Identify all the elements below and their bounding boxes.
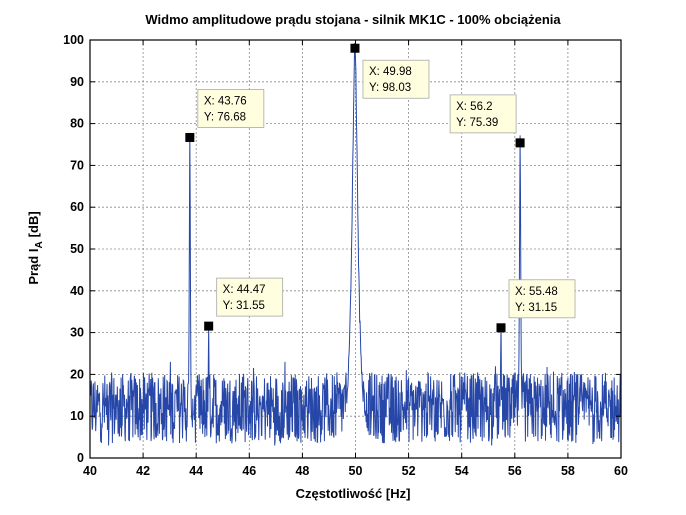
series-layer xyxy=(89,42,622,446)
datatip-marker[interactable] xyxy=(515,138,525,148)
datatip-y-label: Y: 31.15 xyxy=(515,302,557,314)
datatip-box xyxy=(362,59,430,99)
x-tick-label: 42 xyxy=(136,464,150,478)
datatip-y-label: Y: 75.39 xyxy=(456,117,498,129)
y-axis-label: Prąd IA [dB] xyxy=(26,211,45,284)
datatip[interactable]: X: 56.2 Y: 75.39 xyxy=(449,94,525,148)
axis-ticks: 40 42 44 46 48 50 52 54 56 58 60 0 10 20 30 40 50 60 70 80 9… xyxy=(63,33,628,478)
y-axis-label-subscript: A xyxy=(34,241,45,248)
x-tick-label: 58 xyxy=(561,464,575,478)
y-tick-label: 0 xyxy=(77,451,84,465)
datatip[interactable]: X: 49.98 Y: 98.03 xyxy=(350,43,430,99)
datatip-box xyxy=(449,94,517,134)
y-tick-label: 90 xyxy=(70,75,84,89)
datatip-box xyxy=(508,279,576,319)
y-tick-label: 60 xyxy=(70,200,84,214)
y-tick-label: 50 xyxy=(70,242,84,256)
y-tick-label: 40 xyxy=(70,284,84,298)
grid xyxy=(90,40,621,458)
datatip-x-label: X: 55.48 xyxy=(515,286,558,298)
datatip-box xyxy=(216,277,284,317)
datatip-marker[interactable] xyxy=(350,43,360,53)
x-tick-label: 44 xyxy=(189,464,203,478)
y-tick-label: 80 xyxy=(70,117,84,131)
y-tick-label: 70 xyxy=(70,158,84,172)
y-tick-label: 10 xyxy=(70,409,84,423)
y-tick-label: 30 xyxy=(70,326,84,340)
x-tick-label: 60 xyxy=(614,464,628,478)
x-tick-label: 54 xyxy=(455,464,469,478)
x-axis-label: Częstotliwość [Hz] xyxy=(296,486,411,501)
datatip-box xyxy=(197,89,265,128)
x-tick-label: 50 xyxy=(349,464,363,478)
spectrum-series-line xyxy=(89,42,622,446)
y-axis-label-main: Prąd I xyxy=(26,249,41,285)
x-tick-label: 46 xyxy=(242,464,256,478)
datatip-y-label: Y: 98.03 xyxy=(369,82,411,94)
datatips: X: 43.76 Y: 76.68 X: 44.47 Y: 31.55 X: 49.98… xyxy=(185,43,576,333)
x-tick-label: 40 xyxy=(83,464,97,478)
datatip-y-label: Y: 76.68 xyxy=(204,111,246,123)
y-axis-label-unit: [dB] xyxy=(26,211,41,237)
datatip-y-label: Y: 31.55 xyxy=(223,300,265,312)
datatip-marker[interactable] xyxy=(185,132,195,142)
y-tick-label: 20 xyxy=(70,367,84,381)
x-tick-label: 52 xyxy=(402,464,416,478)
chart-title: Widmo amplitudowe prądu stojana - silnik… xyxy=(145,12,561,27)
x-tick-label: 56 xyxy=(508,464,522,478)
datatip-x-label: X: 43.76 xyxy=(204,95,247,107)
datatip[interactable]: X: 43.76 Y: 76.68 xyxy=(185,89,265,142)
y-tick-label: 100 xyxy=(63,33,84,47)
datatip[interactable]: X: 55.48 Y: 31.15 xyxy=(496,279,576,333)
datatip-x-label: X: 44.47 xyxy=(223,284,266,296)
x-tick-label: 48 xyxy=(295,464,309,478)
datatip-marker[interactable] xyxy=(204,321,214,331)
datatip-marker[interactable] xyxy=(496,323,506,333)
datatip[interactable]: X: 44.47 Y: 31.55 xyxy=(204,277,284,331)
datatip-x-label: X: 49.98 xyxy=(369,66,412,78)
datatip-x-label: X: 56.2 xyxy=(456,101,492,113)
